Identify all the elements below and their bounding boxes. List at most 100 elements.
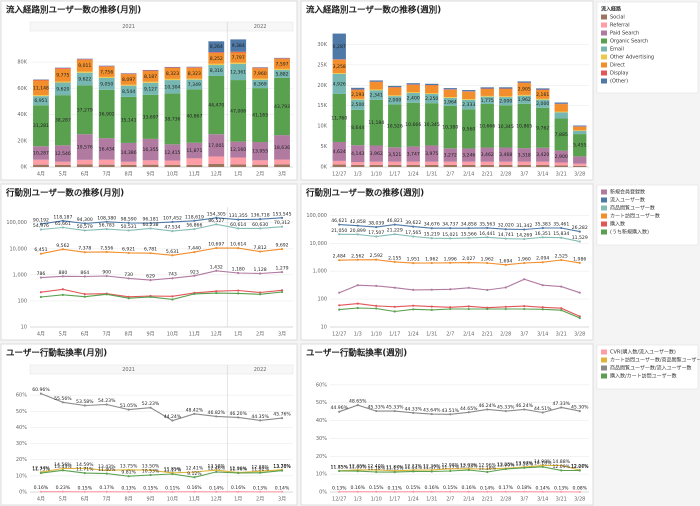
point bbox=[193, 470, 196, 474]
y-tick-label: 100 bbox=[17, 298, 27, 304]
point bbox=[215, 415, 218, 418]
data-label: 131,355 bbox=[229, 213, 248, 219]
bar-segment bbox=[120, 142, 137, 162]
y-tick-label: 20% bbox=[16, 457, 27, 463]
bar-segment bbox=[208, 65, 225, 76]
point bbox=[578, 230, 581, 233]
legend-swatch bbox=[601, 30, 607, 36]
bar-segment bbox=[98, 77, 115, 90]
data-label: 35,141 bbox=[121, 117, 137, 123]
point bbox=[393, 223, 396, 226]
x-tick-label: 3/14 bbox=[537, 497, 548, 503]
point bbox=[375, 226, 378, 229]
series-line bbox=[40, 270, 283, 281]
data-label: 11.77% bbox=[441, 464, 459, 470]
data-label: 7,885 bbox=[555, 132, 568, 138]
data-label: 46.24% bbox=[515, 403, 533, 409]
point bbox=[215, 291, 218, 295]
x-tick-label: 1/10 bbox=[371, 172, 382, 178]
bar-segment bbox=[443, 97, 457, 98]
bar-segment bbox=[406, 146, 420, 162]
bar-segment bbox=[230, 157, 247, 165]
bar-segment bbox=[499, 97, 513, 106]
data-label: 3,975 bbox=[425, 151, 438, 157]
point bbox=[430, 237, 433, 240]
point bbox=[237, 271, 240, 275]
point bbox=[430, 470, 433, 473]
x-tick-label: 10月 bbox=[167, 172, 178, 178]
data-label: 12.41% bbox=[186, 465, 204, 471]
y-tick-label: 20% bbox=[316, 454, 327, 460]
bar-segment bbox=[480, 147, 494, 162]
bar-segment bbox=[54, 82, 71, 96]
point bbox=[259, 293, 262, 296]
bar-segment bbox=[332, 141, 346, 161]
x-tick-label: 3/21 bbox=[556, 172, 567, 178]
data-label: 1,986 bbox=[573, 256, 586, 262]
data-label: 12.88% bbox=[251, 465, 269, 471]
point bbox=[449, 306, 452, 309]
data-label: 900 bbox=[102, 270, 111, 276]
data-label: 9.12% bbox=[187, 471, 202, 477]
point bbox=[430, 308, 433, 312]
bar-segment bbox=[252, 79, 269, 89]
bar-segment bbox=[425, 103, 439, 146]
bar-segment bbox=[351, 162, 365, 165]
data-label: 12.34% bbox=[32, 466, 50, 472]
legend-label: 商品閲覧ユーザー数/流入ユーザー数 bbox=[610, 365, 692, 372]
bar-segment bbox=[252, 164, 269, 167]
year-label: 2021 bbox=[122, 24, 135, 30]
point bbox=[449, 467, 452, 470]
data-label: 2,400 bbox=[407, 95, 420, 101]
y-tick-label: 10K bbox=[317, 124, 327, 130]
point bbox=[215, 490, 218, 493]
bar-segment bbox=[443, 88, 457, 90]
bar-segment bbox=[142, 71, 159, 82]
data-label: 15,566 bbox=[461, 231, 477, 237]
data-label: 0.14% bbox=[480, 485, 495, 491]
data-label: 9,560 bbox=[462, 126, 475, 132]
data-label: 11.15% bbox=[386, 466, 404, 472]
bar-segment bbox=[388, 104, 402, 148]
point bbox=[375, 468, 378, 471]
x-tick-label: 1/3 bbox=[354, 172, 362, 178]
data-label: 9.81% bbox=[121, 470, 136, 476]
bar-segment bbox=[536, 88, 550, 90]
data-label: 1,694 bbox=[499, 258, 512, 264]
point bbox=[560, 464, 563, 467]
bar-segment bbox=[76, 159, 93, 165]
data-label: 65,661 bbox=[55, 221, 71, 227]
data-label: 13.43% bbox=[54, 464, 72, 470]
data-label: 13.75% bbox=[120, 463, 138, 469]
bar-segment bbox=[274, 77, 290, 136]
bar-segment bbox=[142, 160, 159, 165]
bar-segment bbox=[443, 105, 457, 149]
x-tick-label: 3/7 bbox=[520, 497, 528, 503]
data-label: 1,180 bbox=[232, 266, 245, 272]
x-tick-label: 12/27 bbox=[332, 332, 346, 338]
data-label: 0.23% bbox=[56, 485, 71, 491]
data-label: 1,279 bbox=[275, 266, 288, 272]
point bbox=[578, 469, 581, 472]
y-tick-label: 0K bbox=[21, 165, 28, 171]
point bbox=[541, 261, 544, 264]
x-tick-label: 2/14 bbox=[463, 332, 474, 338]
point bbox=[356, 490, 359, 493]
point bbox=[215, 269, 218, 272]
point bbox=[105, 469, 108, 472]
point bbox=[449, 227, 452, 230]
data-label: 14,386 bbox=[121, 150, 137, 156]
x-tick-label: 9月 bbox=[146, 497, 154, 503]
bar-segment bbox=[554, 112, 568, 119]
bar-segment bbox=[462, 109, 476, 149]
point bbox=[412, 225, 415, 228]
legend-swatch bbox=[601, 46, 607, 52]
data-label: 0.16% bbox=[350, 485, 365, 491]
data-label: 16,441 bbox=[479, 231, 495, 237]
series-line bbox=[339, 233, 580, 243]
bar-segment bbox=[573, 134, 587, 157]
y-tick-label: 0% bbox=[19, 490, 27, 496]
x-tick-label: 7月 bbox=[103, 172, 111, 178]
data-label: 40,867 bbox=[186, 114, 202, 120]
point bbox=[578, 490, 581, 493]
